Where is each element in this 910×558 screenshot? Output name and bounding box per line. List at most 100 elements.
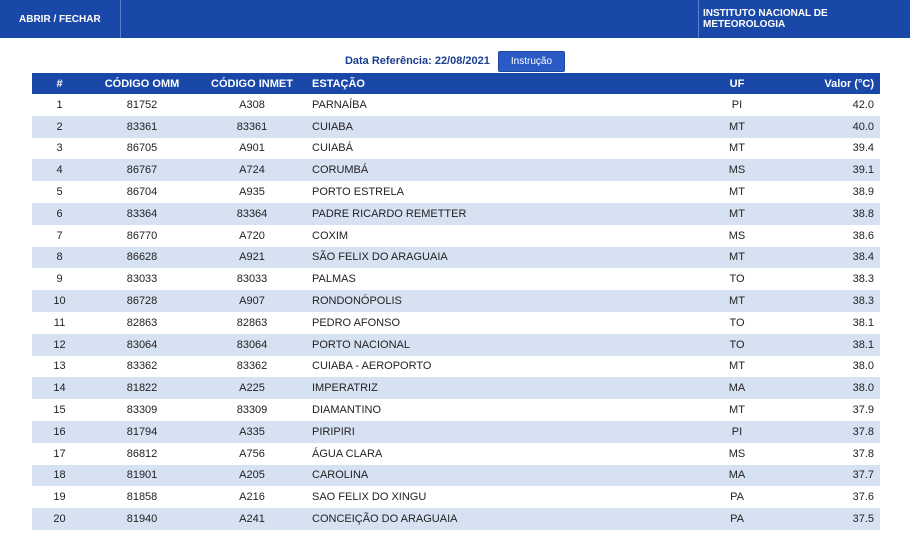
cell-rank: 17 [53, 447, 66, 460]
cell-value: 38.8 [772, 202, 880, 225]
cell-rank: 6 [32, 202, 87, 225]
cell-uf: PA [702, 508, 772, 530]
reference-date: Data Referência: 22/08/2021 [344, 55, 490, 67]
cell-omm-code: 86728 [87, 290, 197, 312]
cell-inmet-code: A720 [239, 229, 265, 242]
cell-station: RONDONÓPOLIS [307, 290, 702, 312]
cell-rank: 14 [32, 377, 87, 400]
cell-value: 39.1 [772, 159, 880, 182]
cell-omm-code: 81858 [126, 491, 158, 504]
cell-station: CAROLINA [307, 464, 702, 487]
cell-rank: 15 [53, 404, 66, 417]
cell-omm-code: 86628 [87, 246, 197, 269]
cell-station: SÃO FELIX DO ARAGUAIA [307, 246, 702, 269]
reference-bar: Data Referência: 22/08/2021 Instrução [0, 50, 910, 72]
cell-omm-code: 86704 [126, 186, 158, 199]
cell-rank: 19 [53, 491, 66, 504]
cell-rank: 9 [56, 273, 63, 286]
cell-uf: MT [729, 404, 745, 417]
cell-uf: MA [702, 464, 772, 487]
column-header-uf: UF [702, 73, 772, 94]
cell-omm-code: 86705 [126, 142, 158, 155]
cell-value: 37.6 [852, 491, 874, 504]
cell-rank: 10 [32, 290, 87, 312]
cell-uf: MS [728, 447, 746, 460]
cell-station: SAO FELIX DO XINGU [312, 491, 427, 504]
column-header-station: ESTAÇÃO [307, 73, 702, 94]
table-row: 18 81901 A205 CAROLINA MA 37.7 [32, 464, 880, 487]
cell-value: 37.9 [852, 404, 874, 417]
cell-station: CONCEIÇÃO DO ARAGUAIA [307, 508, 702, 530]
cell-inmet-code: A205 [197, 464, 307, 487]
cell-station: PADRE RICARDO REMETTER [307, 202, 702, 225]
cell-omm-code: 81940 [87, 508, 197, 530]
stations-table: # CÓDIGO OMM CÓDIGO INMET ESTAÇÃO UF Val… [32, 73, 880, 530]
cell-uf: TO [702, 333, 772, 356]
cell-rank: 12 [32, 333, 87, 356]
table-row: 9 83033 83033 PALMAS TO 38.3 [32, 268, 880, 290]
cell-rank: 18 [32, 464, 87, 487]
cell-inmet-code: A335 [197, 420, 307, 443]
toggle-menu-button[interactable]: ABRIR / FECHAR [0, 0, 121, 38]
cell-inmet-code: A756 [239, 447, 265, 460]
cell-uf: MT [729, 142, 745, 155]
table-row: 5 86704 A935 PORTO ESTRELA MT 38.9 [32, 181, 880, 203]
cell-inmet-code: A308 [239, 98, 265, 111]
cell-value: 38.3 [772, 290, 880, 312]
cell-value: 38.9 [852, 186, 874, 199]
cell-omm-code: 83064 [87, 333, 197, 356]
cell-value: 37.8 [852, 447, 874, 460]
cell-value: 39.4 [852, 142, 874, 155]
cell-station: PARNAÍBA [312, 98, 367, 111]
cell-omm-code: 83362 [126, 360, 158, 373]
cell-station: ÁGUA CLARA [312, 447, 383, 460]
cell-uf: PI [731, 98, 743, 111]
cell-rank: 2 [32, 115, 87, 138]
column-header-omm-code: CÓDIGO OMM [87, 73, 197, 94]
cell-station: PIRIPIRI [307, 420, 702, 443]
top-bar: ABRIR / FECHAR INSTITUTO NACIONAL DE MET… [0, 0, 910, 38]
cell-value: 38.6 [852, 229, 874, 242]
cell-rank: 13 [53, 360, 66, 373]
cell-rank: 8 [32, 246, 87, 269]
table-row: 1 81752 A308 PARNAÍBA PI 42.0 [32, 94, 880, 116]
cell-station: COXIM [312, 229, 349, 242]
cell-inmet-code: A935 [239, 186, 265, 199]
cell-inmet-code: A241 [197, 508, 307, 530]
cell-omm-code: 83361 [87, 115, 197, 138]
cell-value: 38.0 [772, 377, 880, 400]
cell-uf: TO [729, 273, 745, 286]
cell-rank: 11 [53, 316, 66, 329]
cell-rank: 5 [56, 186, 63, 199]
table-row: 7 86770 A720 COXIM MS 38.6 [32, 225, 880, 247]
cell-omm-code: 82863 [126, 316, 158, 329]
cell-omm-code: 83364 [87, 202, 197, 225]
column-header-rank: # [32, 73, 87, 94]
instructions-button[interactable]: Instrução [497, 50, 566, 72]
cell-value: 37.7 [772, 464, 880, 487]
cell-inmet-code: A724 [197, 159, 307, 182]
org-name: INSTITUTO NACIONAL DE METEOROLOGIA [698, 0, 910, 38]
cell-uf: MT [702, 115, 772, 138]
cell-omm-code: 83309 [126, 404, 158, 417]
table-header-row: # CÓDIGO OMM CÓDIGO INMET ESTAÇÃO UF Val… [32, 73, 880, 94]
cell-omm-code: 86812 [126, 447, 158, 460]
cell-station: PORTO NACIONAL [307, 333, 702, 356]
cell-inmet-code: 83309 [236, 404, 268, 417]
cell-uf: MT [729, 360, 745, 373]
cell-station: PEDRO AFONSO [312, 316, 401, 329]
table-row: 19 81858 A216 SAO FELIX DO XINGU PA 37.6 [32, 486, 880, 508]
column-header-inmet-code: CÓDIGO INMET [197, 73, 307, 94]
table-row: 8 86628 A921 SÃO FELIX DO ARAGUAIA MT 38.4 [32, 246, 880, 269]
cell-inmet-code: 83361 [197, 115, 307, 138]
cell-rank: 7 [56, 229, 63, 242]
cell-station: CUIABA - AEROPORTO [312, 360, 432, 373]
table-row: 13 83362 83362 CUIABA - AEROPORTO MT 38.0 [32, 356, 880, 378]
cell-uf: MS [728, 229, 746, 242]
cell-inmet-code: A921 [197, 246, 307, 269]
cell-uf: MT [729, 186, 745, 199]
cell-station: CORUMBÁ [307, 159, 702, 182]
cell-value: 42.0 [852, 98, 874, 111]
cell-omm-code: 86767 [87, 159, 197, 182]
cell-value: 37.5 [772, 508, 880, 530]
